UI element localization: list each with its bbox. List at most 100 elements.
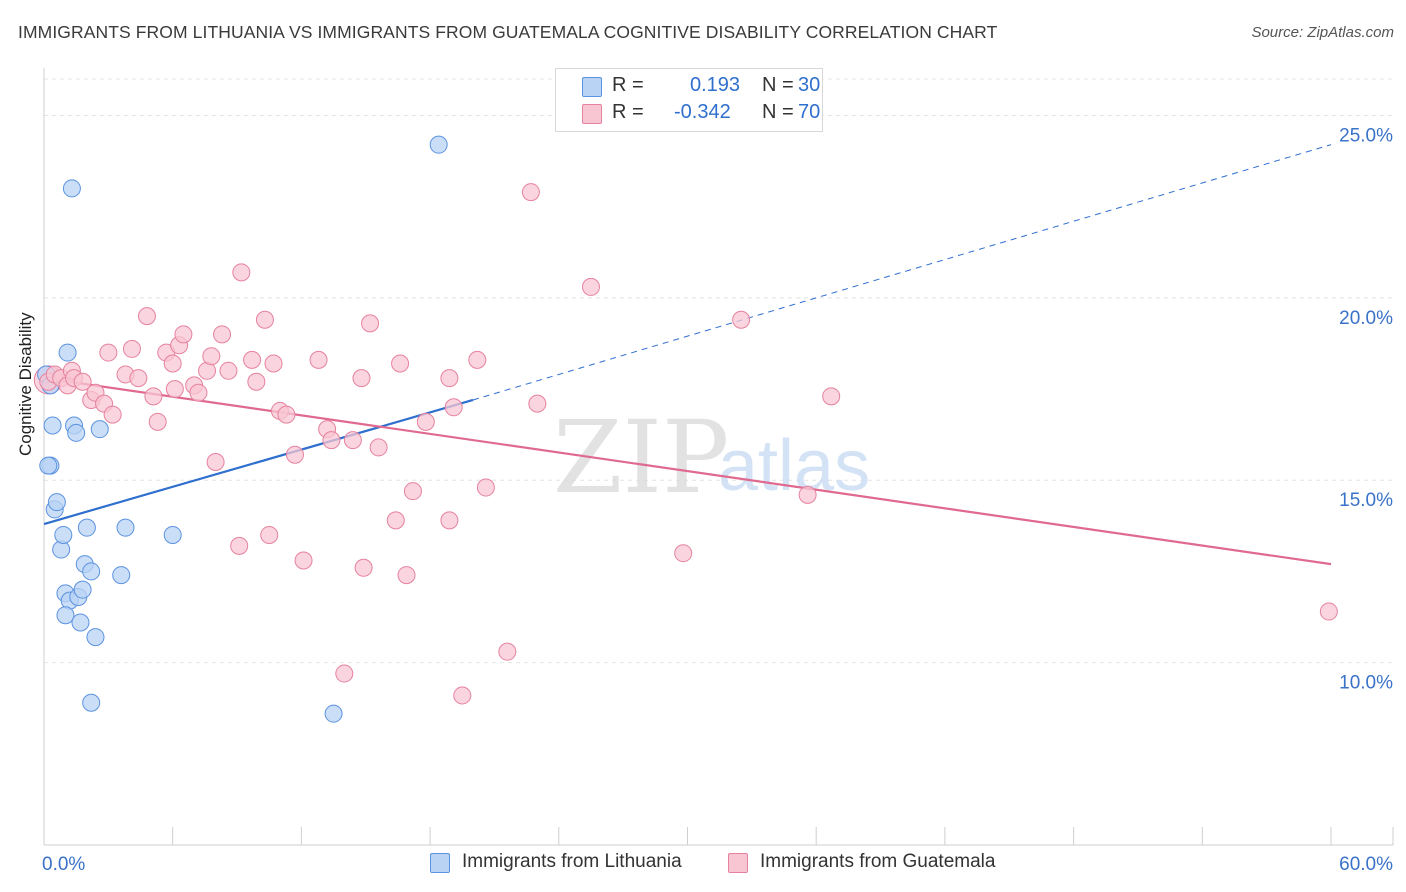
y-tick-label: 15.0%	[1339, 490, 1393, 511]
guatemala-point	[129, 369, 148, 388]
guatemala-point	[230, 536, 249, 555]
guatemala-point	[343, 431, 362, 450]
guatemala-point	[264, 354, 283, 373]
guatemala-point	[247, 372, 266, 391]
legend-n-value-guatemala: 70	[798, 101, 821, 123]
guatemala-point	[165, 380, 184, 399]
lithuania-point	[73, 580, 92, 599]
guatemala-point	[232, 263, 251, 282]
watermark-zip: ZIP	[553, 399, 729, 516]
lithuania-point	[82, 693, 101, 712]
legend-r-value-lithuania: 0.193	[690, 74, 741, 96]
guatemala-point	[444, 398, 463, 417]
legend-r-value-guatemala: -0.342	[674, 101, 731, 123]
lithuania-point	[71, 613, 90, 632]
lithuania-point	[54, 525, 73, 544]
lithuania-point	[43, 416, 62, 435]
guatemala-point	[174, 325, 193, 344]
data-points	[33, 135, 1338, 723]
series-swatch-lithuania	[430, 853, 450, 873]
gridlines	[44, 78, 1393, 664]
lithuania-point	[86, 628, 105, 647]
guatemala-point	[440, 511, 459, 530]
guatemala-point	[103, 405, 122, 424]
guatemala-point	[189, 383, 208, 402]
lithuania-point	[62, 179, 81, 198]
lithuania-point	[56, 606, 75, 625]
guatemala-point	[202, 347, 221, 366]
guatemala-point	[137, 307, 156, 326]
guatemala-point	[354, 558, 373, 577]
lithuania-point	[58, 343, 77, 362]
guatemala-point	[416, 412, 435, 431]
y-tick-label: 10.0%	[1339, 673, 1393, 694]
watermark-atlas: atlas	[718, 426, 870, 506]
axes	[43, 68, 1394, 846]
correlation-legend: R = 0.193 N = 30 R = -0.342 N = 70	[555, 68, 823, 132]
y-tick-label: 25.0%	[1339, 125, 1393, 146]
guatemala-point	[403, 482, 422, 501]
series-label-guatemala: Immigrants from Guatemala	[760, 851, 996, 872]
guatemala-point	[397, 566, 416, 585]
x-tick-label: 0.0%	[42, 854, 85, 875]
guatemala-point	[285, 445, 304, 464]
lithuania-trend-extension	[472, 144, 1332, 401]
guatemala-point	[309, 350, 328, 369]
guatemala-point	[148, 412, 167, 431]
guatemala-point	[277, 405, 296, 424]
guatemala-point	[732, 310, 751, 329]
legend-r-label: R =	[612, 74, 644, 96]
guatemala-point	[219, 361, 238, 380]
guatemala-point	[581, 277, 600, 296]
legend-n-label: N =	[762, 74, 794, 96]
guatemala-point	[322, 431, 341, 450]
guatemala-point	[386, 511, 405, 530]
lithuania-trend-line	[43, 398, 474, 526]
guatemala-point	[1319, 602, 1338, 621]
tick-labels: 10.0% 15.0% 20.0% 25.0% 0.0% 60.0%	[42, 125, 1393, 875]
guatemala-point	[213, 325, 232, 344]
legend-swatch-guatemala	[582, 104, 602, 124]
guatemala-point	[468, 350, 487, 369]
series-label-lithuania: Immigrants from Lithuania	[462, 851, 682, 872]
guatemala-point	[822, 387, 841, 406]
guatemala-point	[255, 310, 274, 329]
guatemala-point	[260, 525, 279, 544]
guatemala-point	[163, 354, 182, 373]
guatemala-point	[122, 339, 141, 358]
guatemala-point	[391, 354, 410, 373]
guatemala-point	[144, 387, 163, 406]
lithuania-point	[429, 135, 448, 154]
guatemala-point	[498, 642, 517, 661]
guatemala-point	[453, 686, 472, 705]
guatemala-point	[369, 438, 388, 457]
lithuania-point	[47, 493, 66, 512]
lithuania-point	[116, 518, 135, 537]
series-swatch-guatemala	[728, 853, 748, 873]
lithuania-point	[82, 562, 101, 581]
lithuania-point	[67, 423, 86, 442]
guatemala-point	[798, 485, 817, 504]
trend-lines	[43, 144, 1332, 566]
source-credit: Source: ZipAtlas.com	[1251, 24, 1394, 41]
lithuania-point	[77, 518, 96, 537]
legend-n-label: N =	[762, 101, 794, 123]
x-tick-label: 60.0%	[1339, 854, 1393, 875]
lithuania-point	[163, 525, 182, 544]
guatemala-point	[73, 372, 92, 391]
y-tick-label: 20.0%	[1339, 308, 1393, 329]
legend-n-value-lithuania: 30	[798, 74, 821, 96]
guatemala-point	[476, 478, 495, 497]
y-axis-label: Cognitive Disability	[16, 312, 35, 456]
guatemala-point	[99, 343, 118, 362]
guatemala-point	[674, 544, 693, 563]
guatemala-point	[528, 394, 547, 413]
legend-swatch-lithuania	[582, 77, 602, 97]
guatemala-point	[521, 183, 540, 202]
lithuania-point	[90, 420, 109, 439]
guatemala-point	[335, 664, 354, 683]
chart-title: IMMIGRANTS FROM LITHUANIA VS IMMIGRANTS …	[18, 22, 998, 42]
guatemala-point	[294, 551, 313, 570]
legend-r-label: R =	[612, 101, 644, 123]
